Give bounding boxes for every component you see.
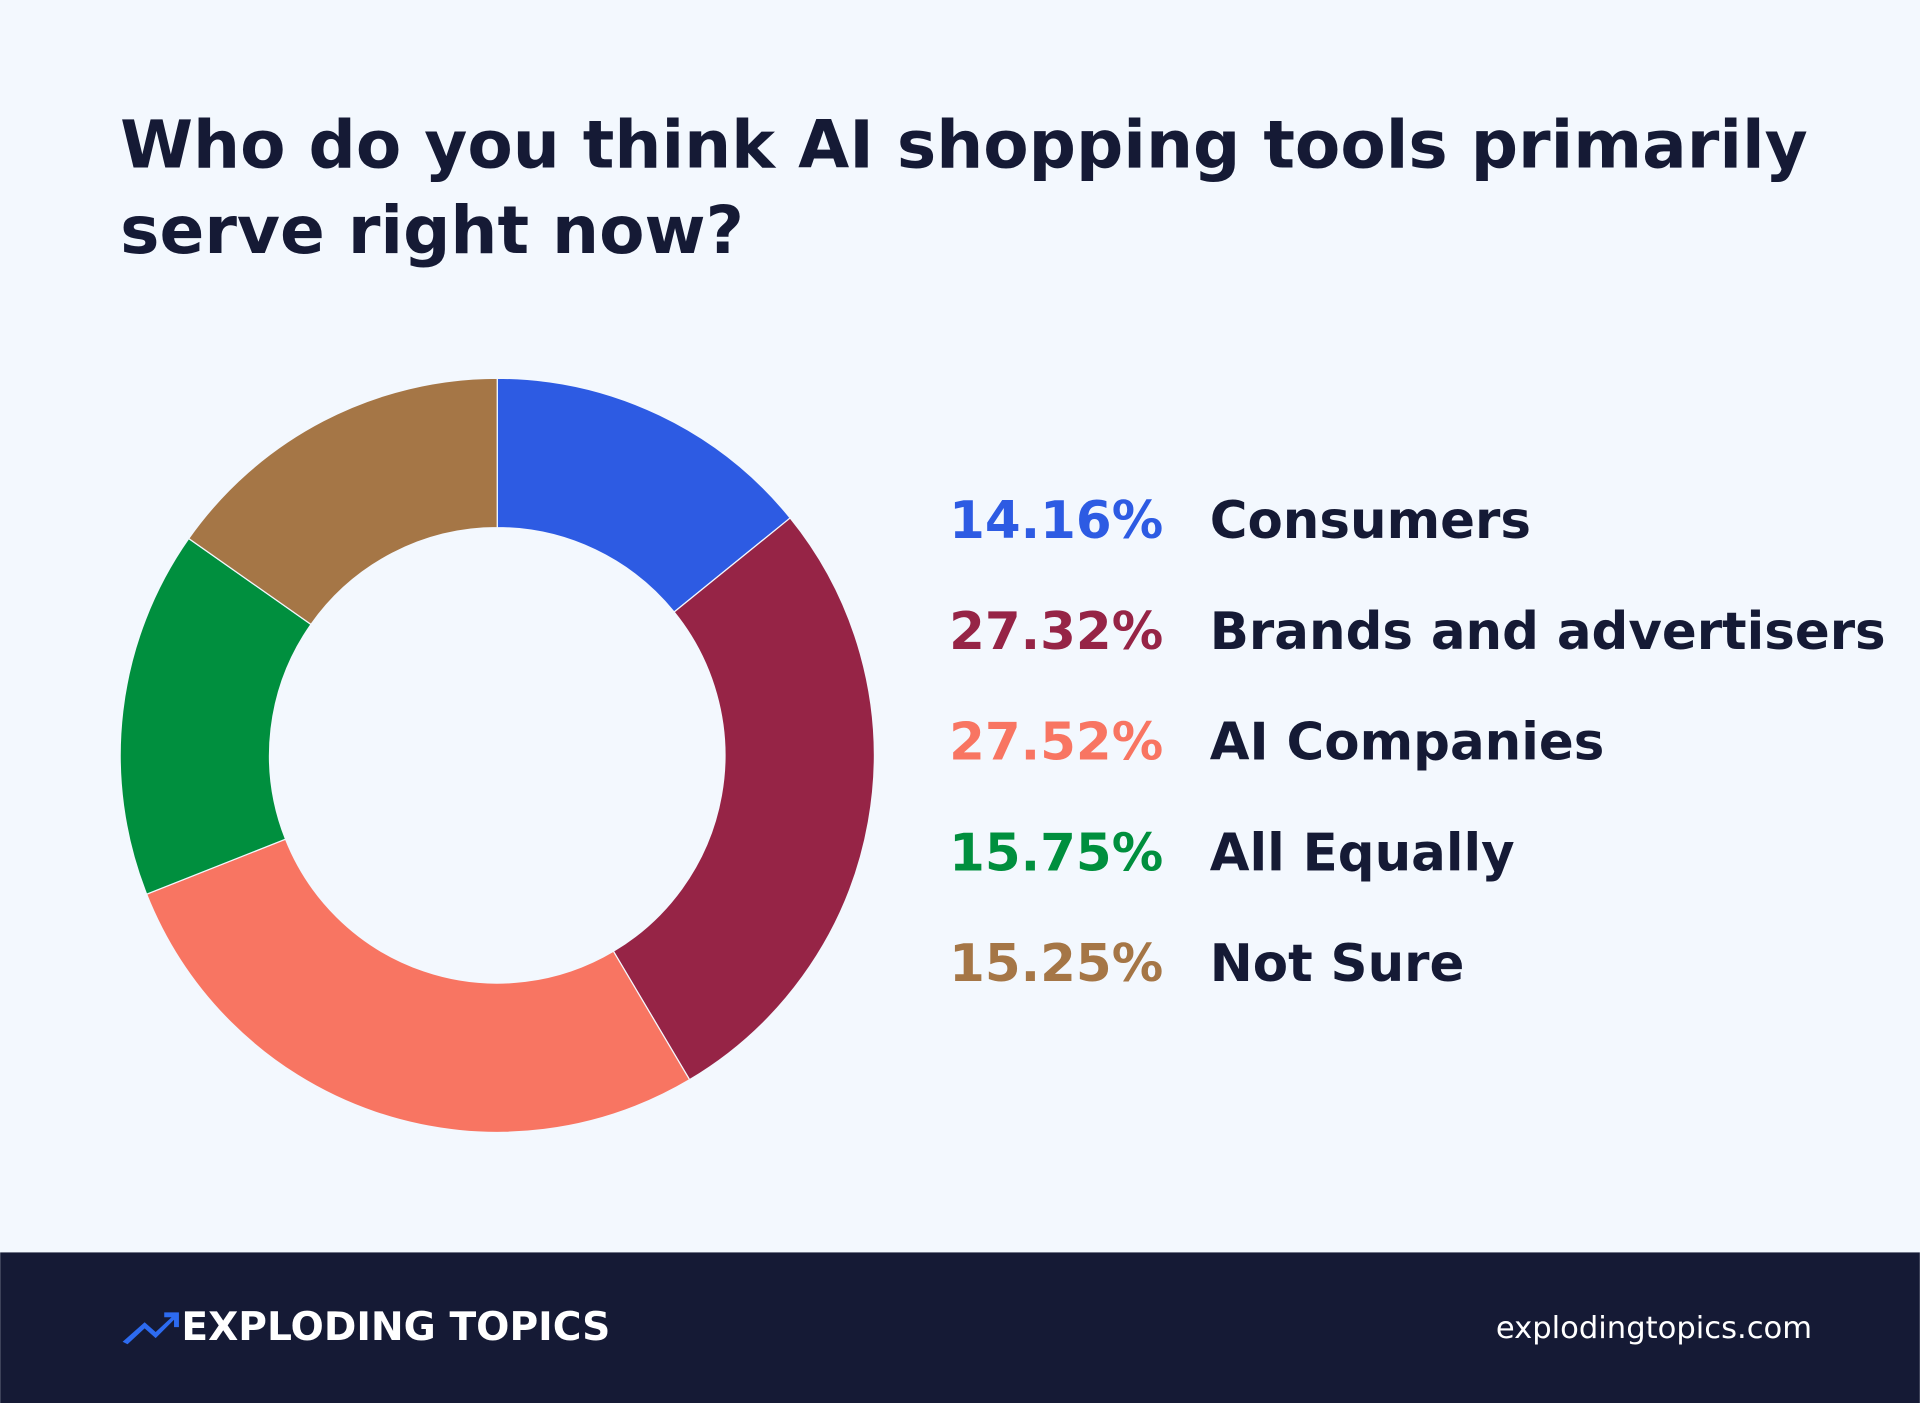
legend-label: All Equally [1210,823,1515,883]
value-label: 15.75% [949,823,1163,883]
value-label: 27.32% [949,602,1163,662]
site-url: explodingtopics.com [1496,1311,1812,1346]
slice [145,838,691,1134]
brand: EXPLODING TOPICS [181,1305,610,1350]
footer [0,1252,1920,1403]
slice [187,377,498,626]
legend-label: Brands and advertisers [1210,602,1886,662]
logo-icon [122,1312,179,1345]
slice [612,517,875,1081]
donut [119,377,875,1134]
value-label: 14.16% [949,491,1163,551]
legend-label: Consumers [1210,491,1531,551]
value-label: 27.52% [949,713,1163,773]
chart-title: serve right now? [120,192,744,269]
chart-title: Who do you think AI shopping tools prima… [120,106,1808,183]
legend-label: Not Sure [1210,934,1465,994]
slice [119,537,312,895]
value-label: 15.25% [949,934,1163,994]
legend: 14.16% Consumers 27.32% Brands and advertis… [949,491,1886,994]
legend-label: AI Companies [1210,713,1605,773]
